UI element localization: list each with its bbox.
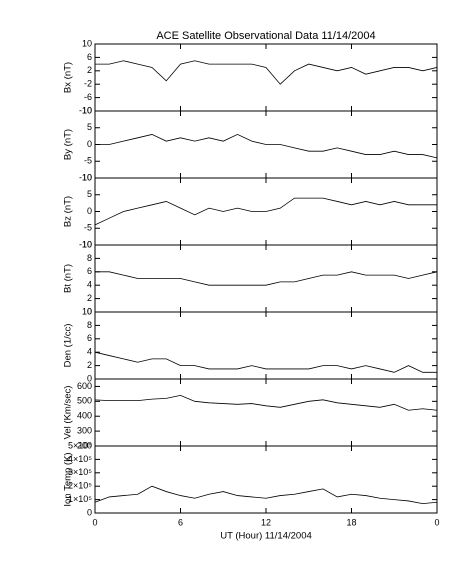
y-tick-label: 8 — [87, 320, 92, 330]
y-tick-label: 10 — [82, 105, 92, 115]
y-tick-label: 0 — [87, 373, 92, 383]
y-tick-label: 400 — [77, 411, 92, 421]
y-tick-label: 10 — [82, 239, 92, 249]
y-tick-label: 4 — [87, 280, 92, 290]
y-axis-label: Bt (nT) — [63, 264, 74, 293]
y-tick-label: 2 — [87, 65, 92, 75]
y-tick-label: 10 — [82, 306, 92, 316]
y-axis-label: Vel (Km/sec) — [63, 386, 74, 440]
x-tick-label: 0 — [434, 517, 439, 527]
y-tick-label: 6 — [87, 52, 92, 62]
y-tick-label: -6 — [84, 92, 92, 102]
y-axis-label: Ion Temp (K) — [63, 452, 74, 506]
y-tick-label: 4×10⁵ — [68, 454, 92, 464]
panel-frame — [94, 43, 438, 112]
y-tick-label: 200 — [77, 440, 92, 450]
data-line — [94, 197, 437, 226]
y-tick-label: 6 — [87, 266, 92, 276]
y-axis-label: Den (1/cc) — [63, 324, 74, 368]
y-tick-label: 0 — [87, 507, 92, 517]
y-tick-label: 2 — [87, 360, 92, 370]
x-tick-label: 12 — [261, 517, 271, 527]
data-line — [95, 271, 438, 286]
y-tick-label: 4 — [87, 347, 92, 357]
y-tick-label: 5×10⁵ — [68, 440, 92, 450]
y-tick-label: 0 — [87, 306, 92, 316]
x-axis-label: UT (Hour) 11/14/2004 — [220, 531, 312, 542]
x-tick-label: 0 — [92, 517, 97, 527]
panel-frame — [94, 378, 438, 447]
y-tick-label: -5 — [84, 223, 92, 233]
y-axis-label: Bz (nT) — [63, 196, 74, 227]
y-tick-label: 5 — [87, 122, 92, 132]
y-tick-label: 3×10⁵ — [68, 467, 92, 477]
y-tick-label: -2 — [84, 79, 92, 89]
y-tick-label: 300 — [77, 425, 92, 435]
data-line — [94, 485, 438, 505]
x-tick-label: 6 — [178, 517, 183, 527]
y-tick-label: 2 — [87, 293, 92, 303]
y-tick-label: 1×10⁵ — [68, 494, 92, 504]
y-tick-label: -5 — [84, 156, 92, 166]
y-tick-label: 5 — [87, 189, 92, 199]
y-tick-label: 8 — [87, 253, 92, 263]
y-tick-label: 10 — [82, 38, 92, 48]
panel-frame — [94, 445, 438, 514]
y-axis-label: By (nT) — [63, 129, 74, 160]
data-line — [95, 60, 438, 85]
y-tick-label: 0 — [87, 206, 92, 216]
data-line — [94, 394, 438, 411]
data-line — [95, 134, 438, 159]
y-tick-label: 10 — [82, 172, 92, 182]
y-tick-label: 2×10⁵ — [68, 481, 92, 491]
y-tick-label: -10 — [79, 105, 92, 115]
y-tick-label: -10 — [79, 172, 92, 182]
y-tick-label: 600 — [77, 381, 92, 391]
y-tick-label: 6 — [87, 333, 92, 343]
x-tick-label: 18 — [346, 517, 356, 527]
y-tick-label: -10 — [79, 239, 92, 249]
y-tick-label: 500 — [77, 396, 92, 406]
y-axis-label: Bx (nT) — [63, 62, 74, 93]
chart-title: ACE Satellite Observational Data 11/14/2… — [156, 30, 375, 42]
data-line — [94, 351, 437, 373]
y-tick-label: 0 — [87, 139, 92, 149]
